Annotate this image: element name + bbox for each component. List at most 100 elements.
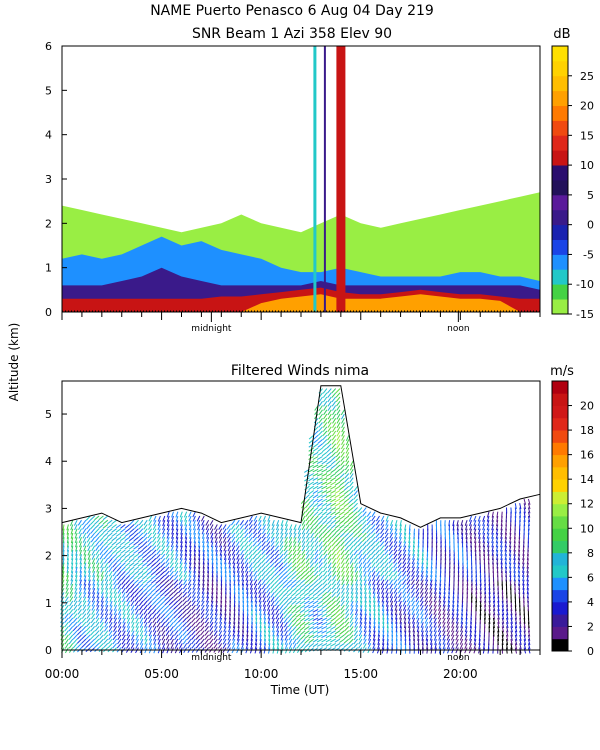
wind-barb [377, 626, 380, 633]
wind-barb [430, 647, 433, 654]
wind-barb [79, 579, 82, 586]
wind-barb [464, 520, 468, 527]
wind-barb [381, 588, 385, 594]
wind-barb [116, 562, 122, 568]
wind-barb [99, 626, 104, 632]
wind-barb [130, 613, 135, 620]
wind-barb [345, 596, 350, 603]
wind-barb [96, 566, 100, 573]
wind-barb [488, 600, 491, 607]
wind-barb [471, 588, 473, 595]
wind-barb [248, 515, 253, 522]
wind-barb [291, 575, 297, 580]
wind-barb [261, 566, 266, 572]
wind-barb [206, 541, 210, 548]
wind-barb [326, 613, 332, 618]
wind-barb [327, 575, 332, 581]
wind-barb [343, 643, 350, 648]
wind-barb [380, 570, 385, 577]
wind-barb [350, 604, 354, 611]
wind-barb [184, 545, 188, 552]
wind-barb [460, 613, 464, 620]
wind-barb [99, 541, 104, 547]
wind-barb [413, 634, 415, 641]
wind-barb [189, 554, 192, 561]
wind-barb [205, 609, 210, 615]
wind-barb [173, 579, 179, 585]
wind-barb [287, 553, 293, 560]
wind-barb [206, 579, 210, 586]
snr-y-tick-label: 5 [45, 84, 52, 97]
wind-barb [438, 596, 442, 603]
wind-barb [368, 579, 372, 586]
wind-barb [195, 643, 201, 649]
wind-barb [504, 558, 507, 565]
wind-barb [78, 583, 82, 590]
wind-barb [406, 575, 411, 581]
wind-barb [252, 549, 258, 555]
wind-barb [70, 524, 74, 531]
wind-barb [250, 626, 253, 633]
wind-barb [193, 537, 196, 544]
wind-barb [104, 562, 109, 569]
wind-barb [160, 613, 166, 619]
wind-barb [148, 643, 153, 650]
wind-barb [402, 596, 407, 603]
wind-barb [138, 528, 144, 534]
wind-barb [335, 388, 341, 394]
wind-barb [121, 643, 126, 649]
wind-barb [161, 536, 166, 543]
wind-barb [397, 587, 402, 594]
wind-barb [222, 643, 227, 649]
wind-barb [455, 626, 459, 633]
wind-barb [258, 596, 262, 603]
wind-barb [316, 625, 323, 630]
wind-barb [363, 575, 367, 582]
wind-colorbar-swatch [552, 479, 568, 492]
wind-barb [155, 604, 161, 610]
wind-barb [79, 571, 82, 578]
wind-barb [349, 477, 354, 483]
wind-barb [500, 520, 503, 527]
wind-barb [263, 622, 266, 629]
wind-barb [380, 528, 385, 534]
wind-barb [484, 592, 487, 599]
wind-barb [83, 549, 87, 556]
wind-barb [282, 592, 288, 597]
wind-barb [180, 537, 183, 544]
wind-barb [416, 554, 420, 561]
wind-barb [500, 562, 503, 569]
wind-barb [330, 515, 336, 520]
wind-barb [95, 549, 100, 556]
wind-barb [293, 528, 297, 535]
wind-barb [111, 524, 117, 529]
wind-barb [317, 439, 323, 444]
wind-barb [406, 592, 411, 598]
wind-barb [394, 605, 398, 611]
wind-barb [173, 630, 179, 636]
wind-barb [115, 524, 122, 529]
wind-barb [352, 511, 358, 517]
wind-barb [156, 553, 161, 560]
wind-barb [121, 634, 126, 641]
wind-barb [363, 579, 367, 586]
wind-barb [323, 562, 328, 568]
wind-barb [375, 549, 380, 555]
wind-barb [424, 622, 429, 628]
wind-barb [465, 622, 468, 629]
snr-colorbar-tick-label: -5 [583, 248, 594, 261]
wind-barb [152, 621, 157, 628]
wind-barb [196, 596, 201, 603]
wind-barb [465, 532, 468, 539]
wind-barb [179, 558, 183, 565]
wind-barb [87, 545, 91, 552]
wind-barb [357, 541, 363, 547]
wind-barb [79, 541, 82, 548]
wind-barb [256, 553, 262, 560]
wind-barb [411, 596, 415, 603]
wind-barb [522, 592, 525, 599]
wind-barb [336, 439, 341, 445]
wind-barb [92, 579, 96, 586]
wind-barb [312, 498, 319, 503]
wind-barb [372, 643, 376, 650]
